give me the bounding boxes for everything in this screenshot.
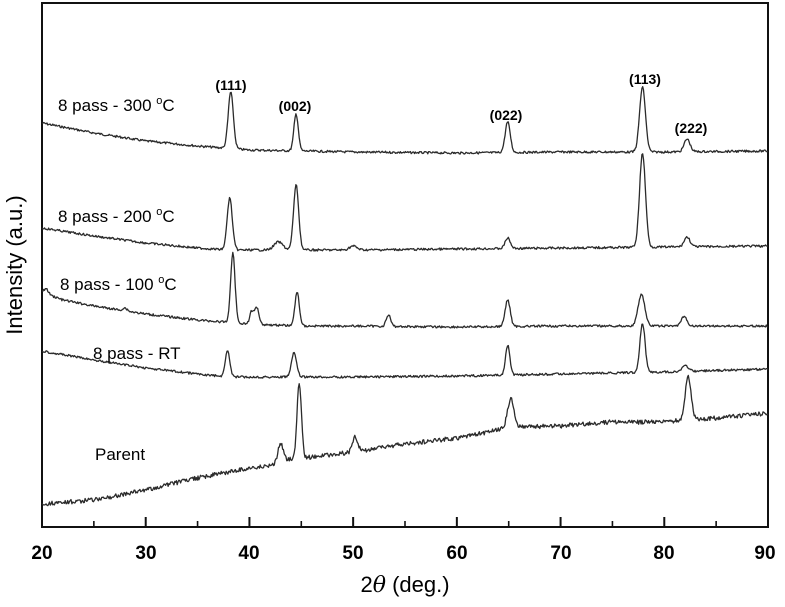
x-tick-label: 80 (653, 543, 674, 564)
xrd-trace-parent (41, 374, 769, 507)
x-axis-title: 2θ (deg.) (360, 572, 449, 598)
x-tick-label: 70 (550, 543, 571, 564)
x-tick-label: 20 (31, 543, 52, 564)
x-tick-label: 90 (754, 543, 775, 564)
series-label-parent: Parent (95, 445, 145, 464)
x-tick-label: 50 (342, 543, 363, 564)
peak-label-222: (222) (675, 120, 708, 136)
xrd-trace-8-pass-rt (41, 323, 769, 379)
xrd-trace-8-pass-100-c (41, 251, 769, 329)
xrd-trace-8-pass-300-c (41, 86, 769, 155)
x-tick-label: 60 (446, 543, 467, 564)
x-tick-label: 30 (135, 543, 156, 564)
peak-label-022: (022) (490, 107, 523, 123)
series-label-300c: 8 pass - 300 oC (58, 95, 175, 115)
x-tick-label: 40 (238, 543, 259, 564)
y-axis-title: Intensity (a.u.) (2, 195, 27, 334)
peak-label-113: (113) (629, 71, 661, 87)
peak-label-002: (002) (279, 98, 312, 114)
series-label-100c: 8 pass - 100 oC (60, 274, 177, 294)
series-label-rt: 8 pass - RT (93, 344, 181, 363)
xrd-trace-8-pass-200-c (41, 153, 769, 252)
series-label-200c: 8 pass - 200 oC (58, 206, 175, 226)
xrd-traces (41, 86, 769, 507)
x-axis-ticks (41, 517, 769, 527)
x-axis-tick-labels: 20 30 40 50 60 70 80 90 (31, 543, 775, 564)
peak-label-111: (111) (215, 77, 246, 93)
